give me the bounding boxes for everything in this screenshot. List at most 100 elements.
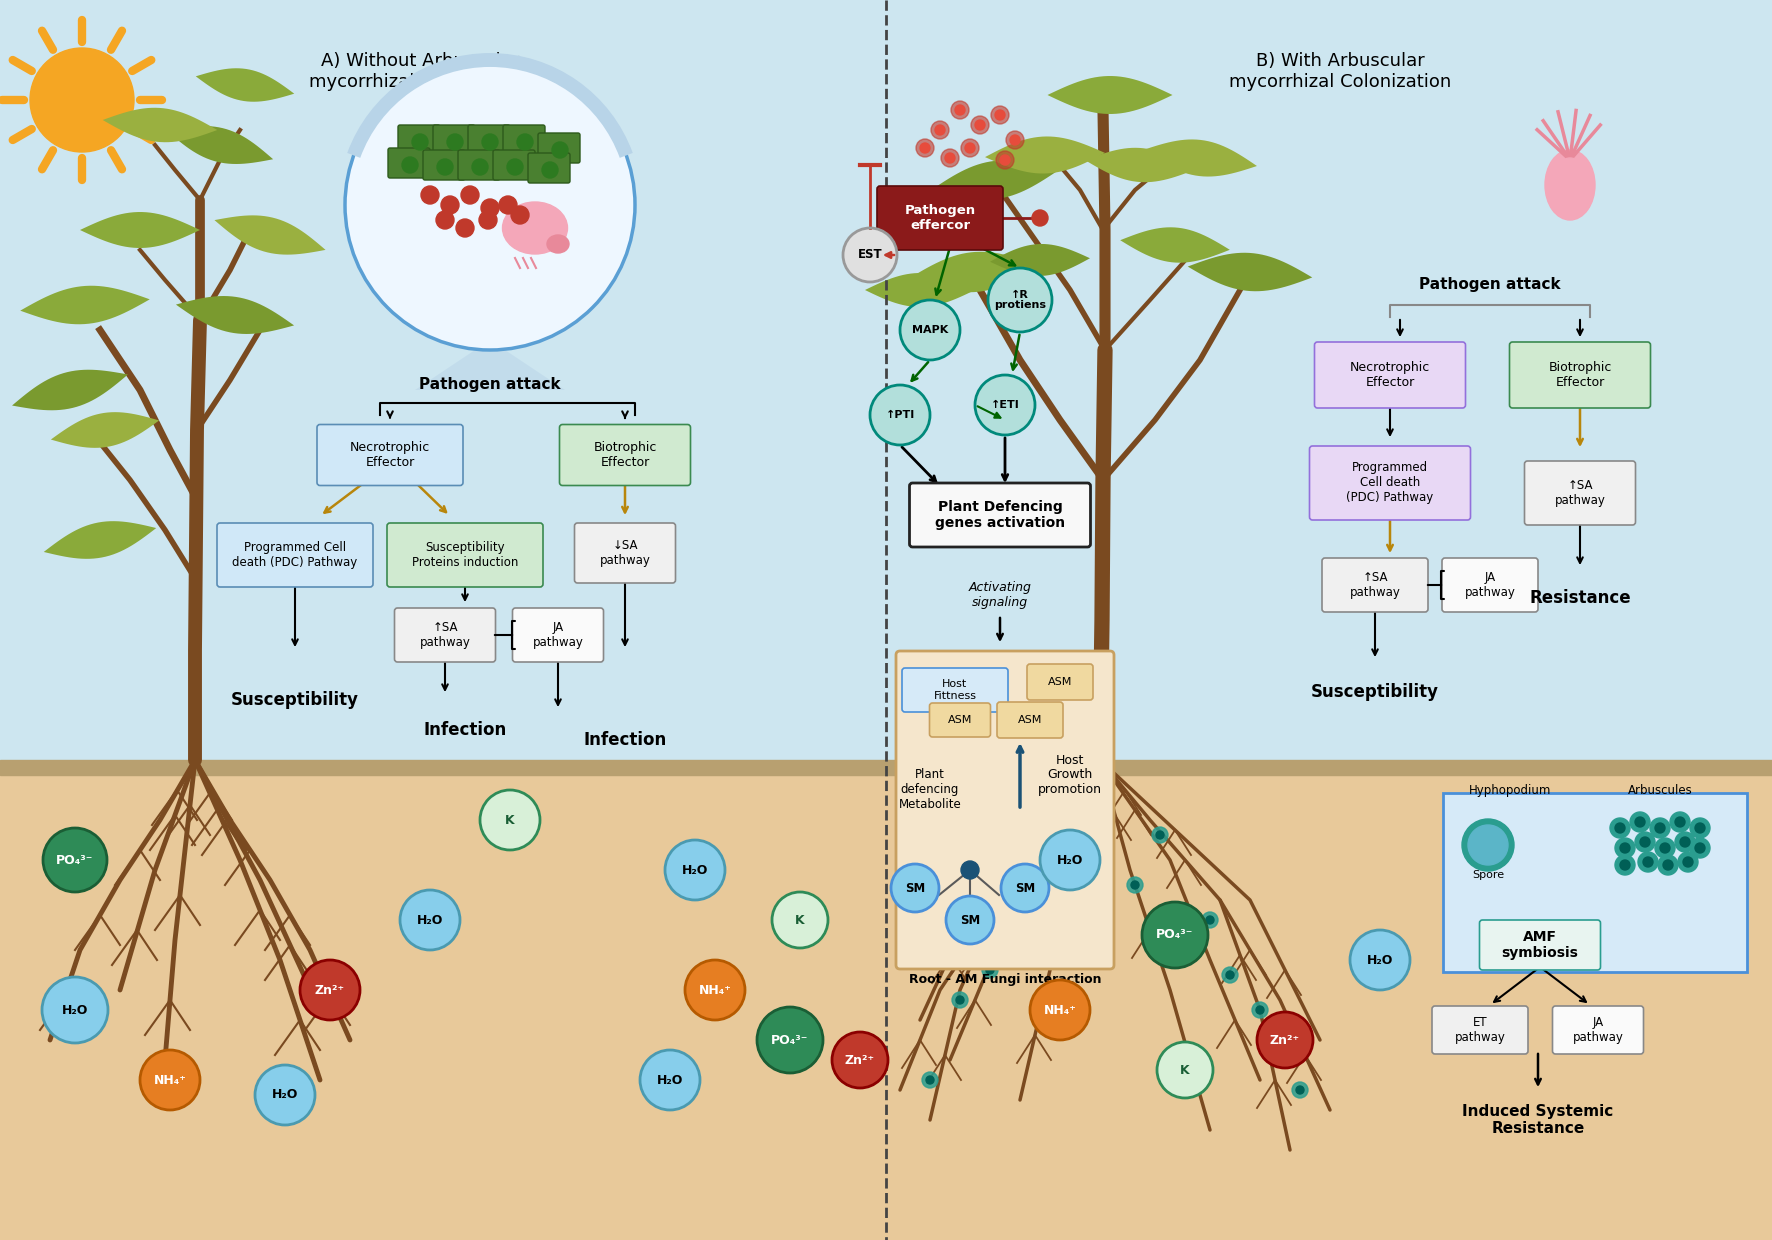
Circle shape <box>640 1050 700 1110</box>
Circle shape <box>975 120 985 130</box>
Circle shape <box>1614 838 1636 858</box>
Circle shape <box>500 196 517 215</box>
Text: K: K <box>505 813 516 827</box>
Text: Pathogen attack: Pathogen attack <box>1419 278 1561 293</box>
Circle shape <box>952 100 969 119</box>
Text: Susceptibility
Proteins induction: Susceptibility Proteins induction <box>411 541 517 569</box>
Text: H₂O: H₂O <box>657 1074 684 1086</box>
Circle shape <box>1636 817 1644 827</box>
Polygon shape <box>911 252 1040 293</box>
Text: JA
pathway: JA pathway <box>533 621 583 649</box>
Circle shape <box>960 861 978 879</box>
Text: Programmed Cell
death (PDC) Pathway: Programmed Cell death (PDC) Pathway <box>232 541 358 569</box>
Circle shape <box>255 1065 315 1125</box>
Circle shape <box>413 134 429 150</box>
Text: Plant Defencing
genes activation: Plant Defencing genes activation <box>936 500 1065 531</box>
Polygon shape <box>1084 148 1194 182</box>
FancyBboxPatch shape <box>902 668 1008 712</box>
FancyBboxPatch shape <box>1524 461 1636 525</box>
Circle shape <box>996 151 1014 169</box>
Circle shape <box>1620 861 1630 870</box>
Text: Pathogen attack: Pathogen attack <box>420 377 560 393</box>
Circle shape <box>1675 817 1685 827</box>
Circle shape <box>996 110 1005 120</box>
Text: Programmed
Cell death
(PDC) Pathway: Programmed Cell death (PDC) Pathway <box>1347 461 1434 505</box>
FancyBboxPatch shape <box>877 186 1003 250</box>
Circle shape <box>1067 870 1074 879</box>
Polygon shape <box>19 285 151 325</box>
Circle shape <box>1226 971 1233 980</box>
Text: ↓SA
pathway: ↓SA pathway <box>599 539 650 567</box>
Text: Susceptibility: Susceptibility <box>230 691 360 709</box>
Polygon shape <box>167 126 273 164</box>
Text: H₂O: H₂O <box>1056 853 1083 867</box>
FancyBboxPatch shape <box>998 702 1063 738</box>
Circle shape <box>664 839 725 900</box>
Polygon shape <box>44 521 156 559</box>
Text: H₂O: H₂O <box>271 1089 298 1101</box>
Circle shape <box>957 996 964 1004</box>
Circle shape <box>982 962 998 978</box>
Circle shape <box>1295 1086 1304 1094</box>
FancyBboxPatch shape <box>539 133 579 162</box>
Text: NH₄⁺: NH₄⁺ <box>698 983 732 997</box>
Circle shape <box>1207 916 1214 924</box>
Circle shape <box>441 196 459 215</box>
Text: SM: SM <box>905 882 925 894</box>
Polygon shape <box>214 216 326 254</box>
Text: PO₄³⁻: PO₄³⁻ <box>57 853 94 867</box>
Circle shape <box>1659 856 1678 875</box>
Text: ↑ETI: ↑ETI <box>991 401 1019 410</box>
FancyBboxPatch shape <box>1028 663 1093 701</box>
Circle shape <box>1558 157 1582 182</box>
Text: PO₄³⁻: PO₄³⁻ <box>771 1033 808 1047</box>
Circle shape <box>480 790 540 849</box>
Circle shape <box>1141 901 1209 968</box>
Text: ↑SA
pathway: ↑SA pathway <box>1554 479 1605 507</box>
Polygon shape <box>12 370 128 410</box>
Polygon shape <box>415 340 565 391</box>
Circle shape <box>1660 843 1669 853</box>
Text: NH₄⁺: NH₄⁺ <box>154 1074 186 1086</box>
Circle shape <box>1292 1083 1308 1097</box>
Circle shape <box>1001 901 1017 918</box>
Circle shape <box>299 960 360 1021</box>
Circle shape <box>1155 831 1164 839</box>
Text: H₂O: H₂O <box>682 863 709 877</box>
Polygon shape <box>51 412 159 448</box>
Polygon shape <box>80 212 200 248</box>
Text: Zn²⁺: Zn²⁺ <box>845 1054 875 1066</box>
Circle shape <box>975 374 1035 435</box>
FancyBboxPatch shape <box>1322 558 1428 613</box>
Circle shape <box>1201 911 1217 928</box>
Circle shape <box>920 143 930 153</box>
Circle shape <box>1680 837 1690 847</box>
Circle shape <box>1678 852 1698 872</box>
Text: Necrotrophic
Effector: Necrotrophic Effector <box>349 441 431 469</box>
Circle shape <box>422 186 439 205</box>
Bar <box>0 760 1772 775</box>
Ellipse shape <box>1545 150 1595 219</box>
FancyBboxPatch shape <box>457 150 500 180</box>
FancyBboxPatch shape <box>1510 342 1650 408</box>
FancyBboxPatch shape <box>930 703 991 737</box>
Circle shape <box>870 384 930 445</box>
FancyBboxPatch shape <box>503 125 546 155</box>
Text: Biotrophic
Effector: Biotrophic Effector <box>1549 361 1613 389</box>
Circle shape <box>1030 980 1090 1040</box>
Polygon shape <box>865 273 975 308</box>
Text: Biotrophic
Effector: Biotrophic Effector <box>594 441 657 469</box>
Text: NH₄⁺: NH₄⁺ <box>1044 1003 1076 1017</box>
Text: Plant
defencing
Metabolite: Plant defencing Metabolite <box>898 769 962 811</box>
Circle shape <box>346 60 634 350</box>
Circle shape <box>927 1076 934 1084</box>
Circle shape <box>985 966 994 973</box>
Text: Resistance: Resistance <box>1529 589 1630 608</box>
FancyBboxPatch shape <box>216 523 372 587</box>
Circle shape <box>517 134 533 150</box>
Text: Infection: Infection <box>583 732 666 749</box>
Circle shape <box>921 1073 937 1087</box>
Circle shape <box>1350 930 1411 990</box>
Circle shape <box>510 206 530 224</box>
Text: Zn²⁺: Zn²⁺ <box>1271 1033 1301 1047</box>
